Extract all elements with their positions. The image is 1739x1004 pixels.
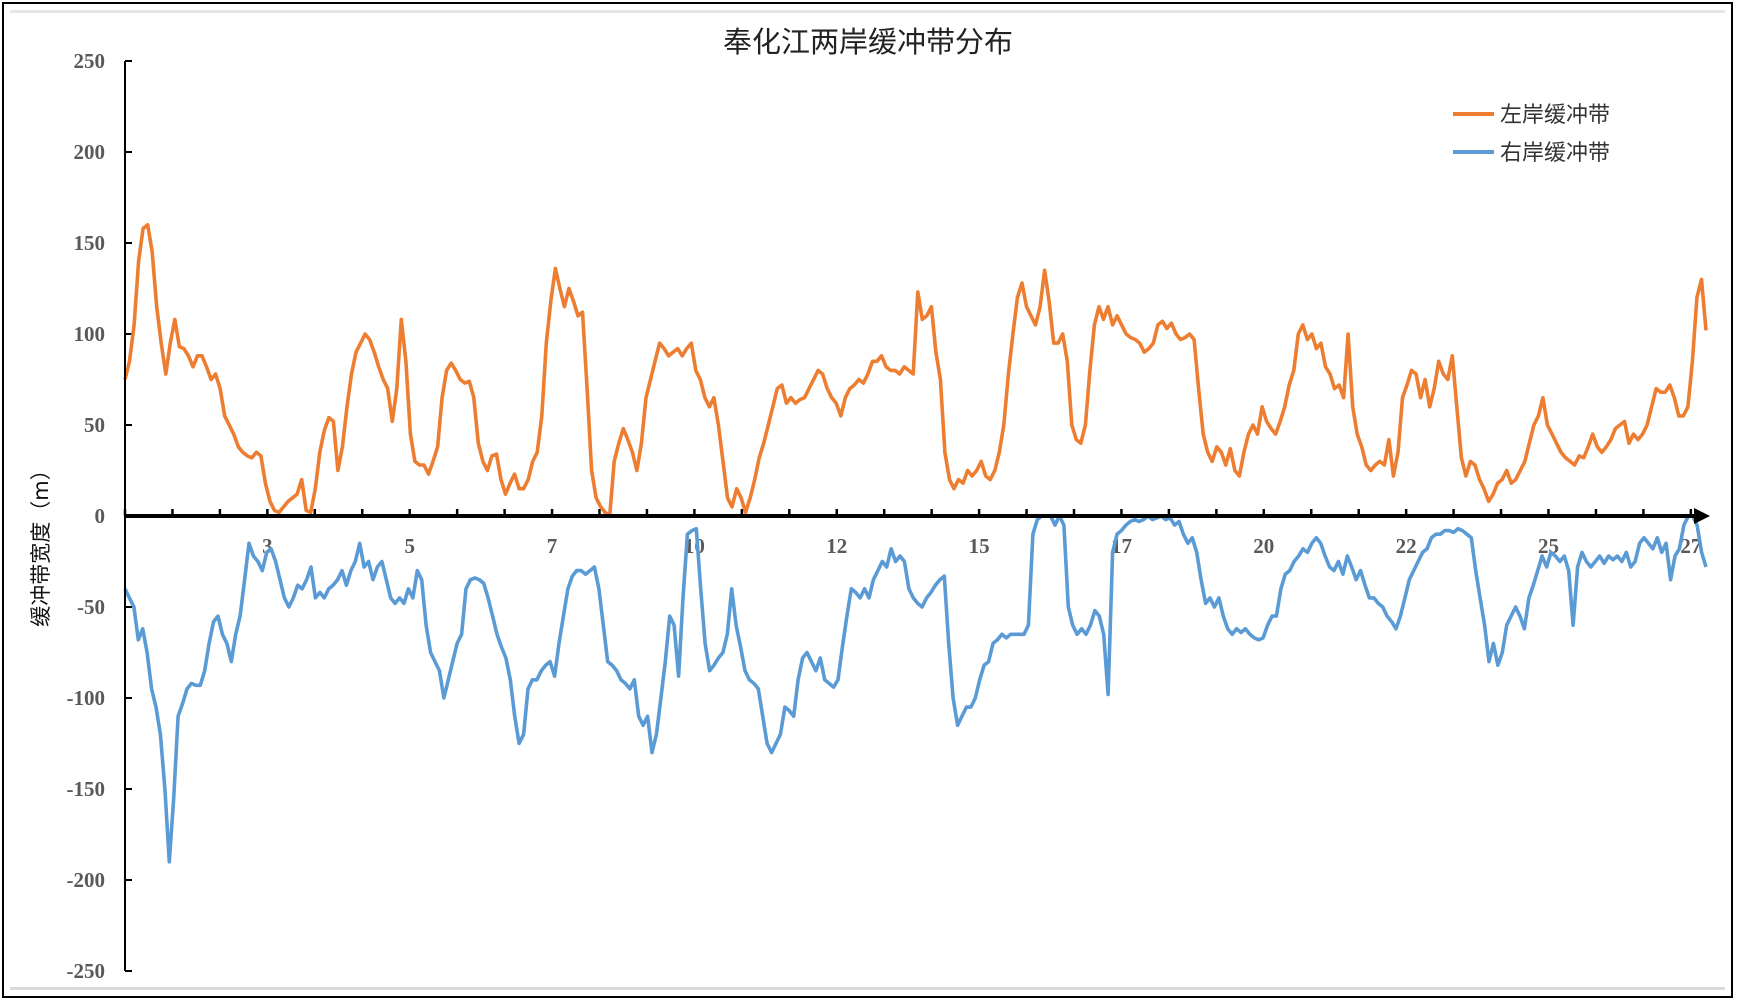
y-axis-ticks: 250 200 150 100 50 0 -50 -100 -150 -200 -250 — [67, 49, 132, 983]
left-bank-series-line — [123, 223, 1708, 518]
y-tick-label: -50 — [77, 595, 105, 619]
y-tick-label: 100 — [74, 322, 106, 346]
y-tick-label: -200 — [67, 868, 106, 892]
y-tick-label: -100 — [67, 686, 106, 710]
legend-label-left-bank: 左岸缓冲带 — [1500, 103, 1610, 128]
x-axis-arrow-icon — [1694, 508, 1710, 524]
x-tick-label: 15 — [969, 534, 990, 558]
y-tick-label: 200 — [74, 140, 106, 164]
legend: 左岸缓冲带 右岸缓冲带 — [1453, 103, 1610, 166]
x-tick-label: 27 — [1680, 534, 1701, 558]
y-tick-label: 50 — [84, 413, 105, 437]
x-tick-label: 22 — [1396, 534, 1417, 558]
y-tick-label: 250 — [74, 49, 106, 73]
y-tick-label: -150 — [67, 777, 106, 801]
y-tick-label: 150 — [74, 231, 106, 255]
x-tick-label: 7 — [547, 534, 558, 558]
legend-label-right-bank: 右岸缓冲带 — [1500, 141, 1610, 166]
chart-title: 奉化江两岸缓冲带分布 — [723, 25, 1013, 59]
right-bank-series-line — [123, 514, 1708, 864]
y-tick-label: 0 — [95, 504, 106, 528]
x-tick-label: 5 — [404, 534, 415, 558]
frame-shadow — [10, 10, 1725, 990]
x-tick-label: 20 — [1253, 534, 1274, 558]
axes — [124, 61, 1710, 971]
x-tick-label: 25 — [1538, 534, 1559, 558]
series-lines — [123, 223, 1708, 864]
y-tick-label: -250 — [67, 959, 106, 983]
y-axis-label: 缓冲带宽度（m） — [29, 459, 53, 626]
x-tick-label: 12 — [826, 534, 847, 558]
x-tick-label: 3 — [262, 534, 273, 558]
